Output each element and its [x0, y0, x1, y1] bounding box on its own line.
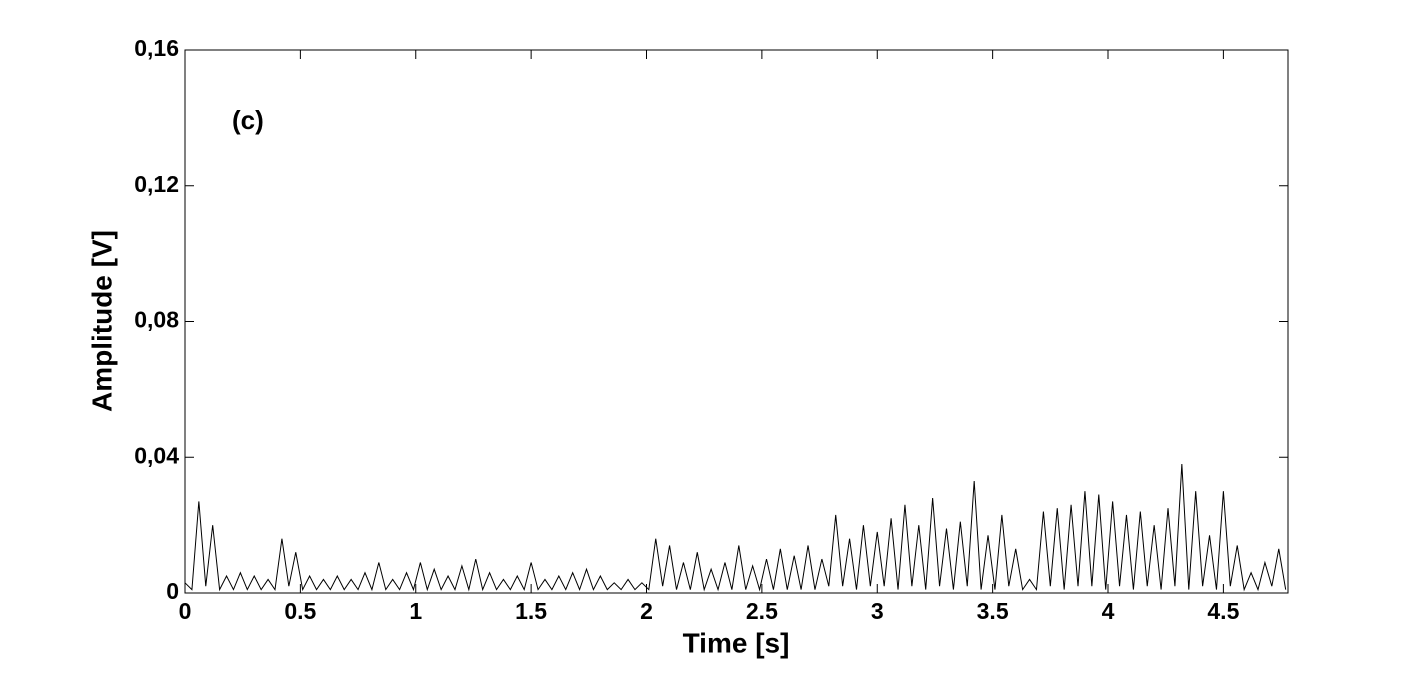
signal-line: [184, 464, 1287, 592]
x-tick-label: 3: [871, 598, 884, 624]
annotation: (c): [232, 105, 264, 135]
y-tick-label: 0,12: [134, 171, 179, 197]
x-tick-label: 1.5: [515, 598, 547, 624]
x-tick-label: 2.5: [746, 598, 778, 624]
y-tick-label: 0,08: [134, 307, 179, 333]
x-tick-label: 0.5: [284, 598, 316, 624]
x-axis-label: Time [s]: [683, 627, 790, 658]
x-tick-label: 2: [640, 598, 653, 624]
y-tick-label: 0,04: [134, 442, 179, 468]
plot-frame: [184, 49, 1289, 594]
y-tick-label: 0,16: [134, 35, 179, 61]
y-axis-label: Amplitude [V]: [86, 230, 117, 412]
x-tick-label: 4.5: [1207, 598, 1239, 624]
x-tick-label: 3.5: [977, 598, 1009, 624]
x-tick-label: 0: [179, 598, 192, 624]
x-tick-label: 1: [409, 598, 422, 624]
x-tick-label: 4: [1102, 598, 1115, 624]
y-tick-label: 0: [166, 578, 179, 604]
